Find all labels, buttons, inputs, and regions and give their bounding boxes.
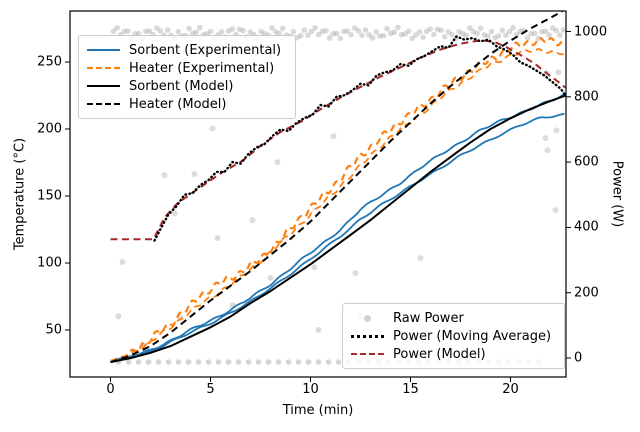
right-y-axis-title: Power (W) (609, 160, 625, 228)
left-y-axis-title: Temperature (°C) (12, 137, 28, 251)
dotted-line-sample-icon (351, 334, 384, 338)
solid-line-icon (87, 85, 120, 87)
legend-item-sorbent-experimental: Sorbent (Experimental) (87, 41, 286, 59)
y-right-tick-600: 600 (574, 154, 599, 170)
x-tick-5: 5 (206, 382, 215, 397)
legend-label: Raw Power (393, 310, 464, 326)
x-tick-20: 20 (502, 382, 519, 397)
legend-item-sorbent-model: Sorbent (Model) (87, 77, 286, 95)
y-right-tick-200: 200 (574, 285, 599, 301)
gray-dot-icon (364, 314, 371, 322)
x-tick-10: 10 (302, 382, 319, 397)
dashed-line-sample-icon (351, 353, 384, 355)
legend-item-power-model: Power (Model) (351, 345, 555, 363)
x-tick-0: 0 (106, 382, 115, 397)
series-heater-experimental-run-a (110, 36, 565, 362)
y-left-tick-100: 100 (37, 255, 62, 271)
data-series (110, 11, 566, 364)
y-right-tick-800: 800 (574, 89, 599, 105)
plot-frame (69, 10, 567, 378)
dashed-line-sample-icon (87, 67, 120, 69)
series-heater-model (110, 11, 563, 364)
dashed-line-icon (351, 353, 384, 355)
y-left-tick-250: 250 (37, 54, 62, 70)
power-legend: Raw Power Power (Moving Average) Power (Mo… (342, 303, 565, 369)
legend-item-heater-model: Heater (Model) (87, 95, 286, 113)
series-power-moving-average (153, 35, 566, 242)
dashed-line-icon (87, 67, 120, 69)
legend-item-power-moving-average: Power (Moving Average) (351, 327, 555, 345)
dashed-line-sample-icon (87, 103, 120, 105)
raw-power-marker-icon (351, 314, 384, 322)
x-tick-15: 15 (402, 382, 419, 397)
y-right-tick-0: 0 (574, 350, 583, 366)
legend-label: Power (Moving Average) (393, 328, 552, 344)
solid-line-sample-icon (87, 49, 120, 51)
dashed-line-icon (87, 103, 120, 105)
legend-label: Sorbent (Model) (129, 78, 234, 94)
x-axis-title: Time (min) (282, 403, 354, 418)
solid-line-icon (87, 49, 120, 51)
legend-label: Heater (Experimental) (129, 60, 275, 76)
axis-tick-marks (65, 31, 571, 382)
y-right-tick-1000: 1000 (574, 24, 608, 39)
legend-label: Power (Model) (393, 346, 486, 362)
series-sorbent-experimental-run-a (110, 93, 565, 362)
temperature-legend: Sorbent (Experimental) Heater (Experiment… (78, 35, 296, 119)
legend-item-raw-power: Raw Power (351, 309, 555, 327)
series-power-model (110, 39, 566, 241)
legend-label: Sorbent (Experimental) (129, 42, 282, 58)
series-sorbent-experimental-run-b (110, 113, 565, 362)
legend-item-heater-experimental: Heater (Experimental) (87, 59, 286, 77)
series-sorbent-model (110, 94, 566, 364)
y-right-tick-400: 400 (574, 219, 599, 235)
y-left-tick-50: 50 (45, 322, 62, 338)
series-heater-experimental-run-b (110, 48, 565, 362)
dotted-line-icon (351, 334, 384, 338)
solid-line-sample-icon (87, 85, 120, 87)
y-left-tick-200: 200 (37, 121, 62, 137)
y-left-tick-150: 150 (37, 188, 62, 204)
legend-label: Heater (Model) (129, 96, 227, 112)
